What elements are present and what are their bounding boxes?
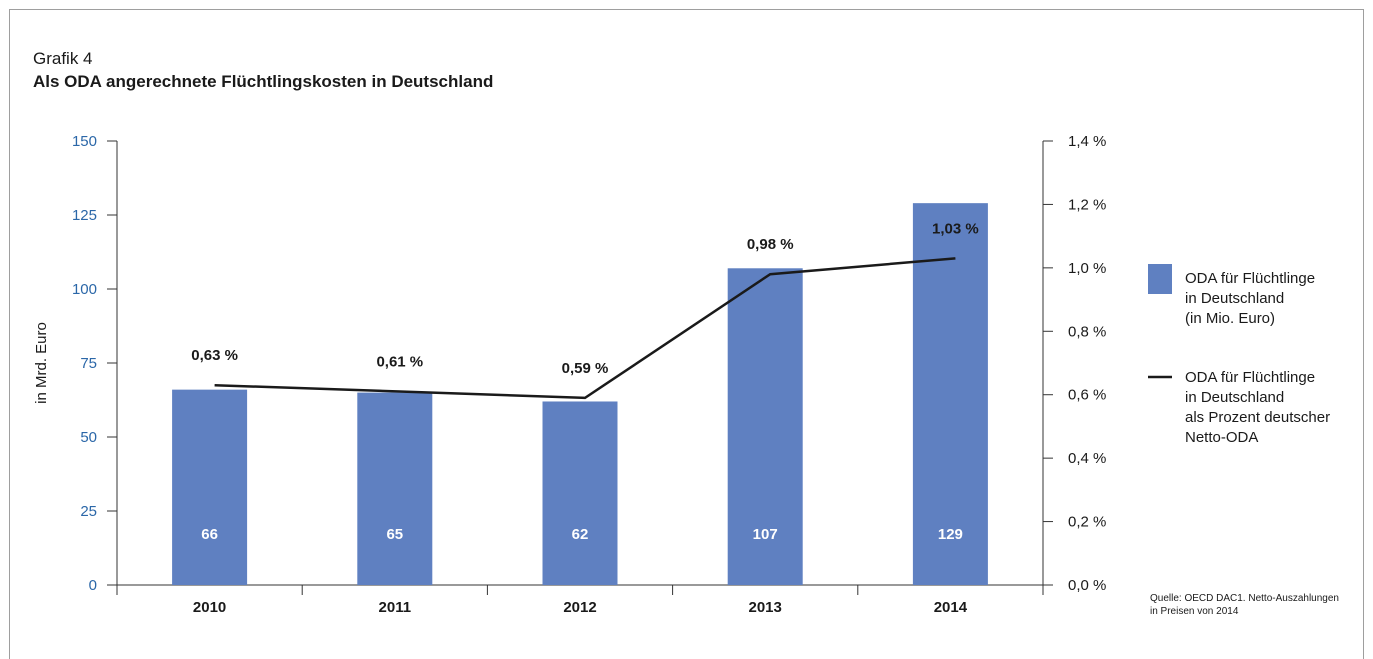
line-value-label: 0,59 % — [562, 360, 609, 377]
left-tick-label: 150 — [72, 133, 97, 150]
left-tick-label: 0 — [89, 577, 97, 594]
right-tick-label: 0,6 % — [1068, 387, 1106, 404]
right-tick-label: 0,2 % — [1068, 514, 1106, 531]
left-tick-label: 125 — [72, 207, 97, 224]
right-tick-label: 0,4 % — [1068, 450, 1106, 467]
right-tick-label: 1,4 % — [1068, 133, 1106, 150]
x-tick-label: 2014 — [934, 599, 968, 616]
left-tick-label: 100 — [72, 281, 97, 298]
source-note: Quelle: OECD DAC1. Netto-Auszahlungen — [1150, 593, 1339, 604]
bar-value-label: 129 — [938, 526, 963, 543]
legend-bar-text: (in Mio. Euro) — [1185, 310, 1275, 327]
legend-line-text: ODA für Flüchtlinge — [1185, 369, 1315, 386]
x-tick-label: 2013 — [749, 599, 782, 616]
left-tick-label: 50 — [80, 429, 97, 446]
x-tick-label: 2012 — [563, 599, 596, 616]
left-tick-label: 75 — [80, 355, 97, 372]
bar — [543, 401, 618, 585]
line-series — [215, 258, 956, 398]
line-value-label: 1,03 % — [932, 220, 979, 237]
bar-value-label: 62 — [572, 526, 589, 543]
x-tick-label: 2011 — [379, 599, 412, 616]
y-axis-label: in Mrd. Euro — [33, 322, 50, 404]
line-value-label: 0,61 % — [376, 354, 423, 371]
legend-bar-text: in Deutschland — [1185, 290, 1284, 307]
x-tick-label: 2010 — [193, 599, 226, 616]
bar-value-label: 65 — [386, 526, 403, 543]
right-tick-label: 1,2 % — [1068, 196, 1106, 213]
legend-bar-text: ODA für Flüchtlinge — [1185, 270, 1315, 287]
legend-line-text: Netto-ODA — [1185, 429, 1258, 446]
bar-value-label: 66 — [201, 526, 218, 543]
left-tick-label: 25 — [80, 503, 97, 520]
bar — [357, 393, 432, 585]
line-value-label: 0,98 % — [747, 236, 794, 253]
bar-value-label: 107 — [753, 526, 778, 543]
right-tick-label: 0,0 % — [1068, 577, 1106, 594]
source-note: in Preisen von 2014 — [1150, 606, 1239, 617]
line-value-label: 0,63 % — [191, 347, 238, 364]
legend-line-text: als Prozent deutscher — [1185, 409, 1330, 426]
legend-line-text: in Deutschland — [1185, 389, 1284, 406]
right-tick-label: 0,8 % — [1068, 323, 1106, 340]
legend-bar-swatch — [1148, 264, 1172, 294]
right-tick-label: 1,0 % — [1068, 260, 1106, 277]
bar — [172, 390, 247, 585]
